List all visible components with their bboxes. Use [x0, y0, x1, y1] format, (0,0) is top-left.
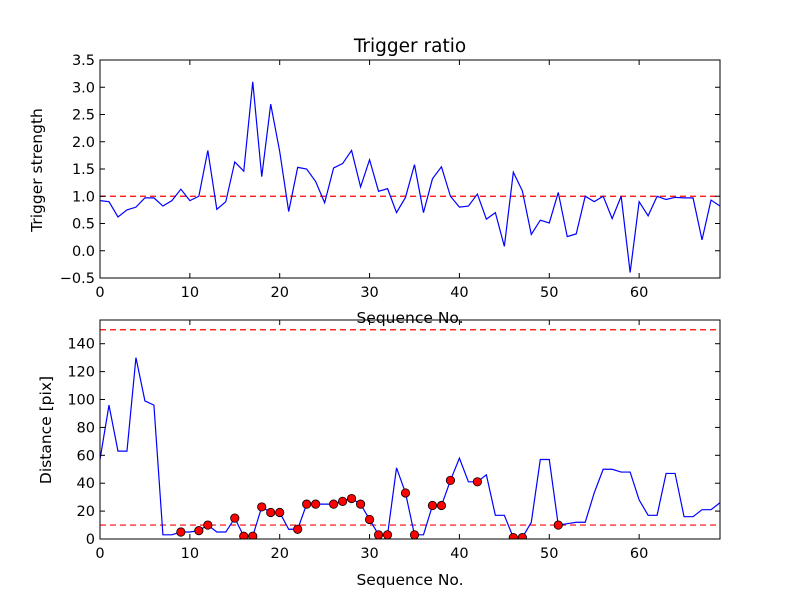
bottom-scatter-point [311, 499, 321, 509]
top-y-tick-label: 0.5 [72, 217, 95, 233]
top-x-tick-label: 30 [360, 285, 378, 301]
bottom-axes-frame [99, 319, 721, 540]
x-axis-label-top: Sequence No. [356, 309, 463, 327]
bottom-scatter-point [230, 513, 240, 523]
bottom-x-tick-label: 40 [450, 546, 468, 562]
bottom-y-tick-label: 80 [77, 420, 95, 436]
top-y-tick-label: 2.0 [72, 135, 95, 151]
bottom-scatter-point [194, 526, 204, 536]
bottom-scatter-point [239, 531, 249, 539]
top-y-tick-label: 1.5 [72, 162, 95, 178]
top-series-line [100, 81, 720, 273]
trigger-ratio-chart: Trigger ratio 0 10 20 30 40 50 60 −0.5 0.0 0.5 1.0… [28, 36, 721, 327]
bottom-scatter-point [400, 488, 411, 498]
x-axis-label-bottom: Sequence No. [356, 571, 463, 589]
top-x-tick-label: 20 [270, 285, 288, 301]
bottom-scatter-point [275, 507, 285, 518]
bottom-x-tick-label: 50 [540, 546, 558, 562]
bottom-scatter-point [553, 520, 563, 530]
bottom-scatter-point [436, 500, 447, 511]
top-y-tick-label: 0.0 [72, 244, 95, 260]
bottom-scatter-point [338, 496, 348, 506]
bottom-y-tick-label: 0 [86, 532, 95, 548]
top-y-tick-label: 1.0 [72, 189, 95, 205]
y-axis-label-top: Trigger strength [28, 108, 46, 233]
top-y-tick-label: 2.5 [72, 108, 95, 124]
bottom-scatter-point [517, 533, 527, 539]
top-x-tick-label: 0 [95, 285, 104, 301]
bottom-scatter-point [248, 531, 258, 539]
bottom-y-tick-label: 20 [77, 504, 95, 520]
top-x-tick-label: 50 [540, 285, 558, 301]
top-plot-area [100, 81, 720, 273]
top-y-tick-label: −0.5 [60, 271, 95, 287]
bottom-scatter-point [382, 530, 393, 539]
bottom-scatter-point [472, 477, 482, 487]
bottom-plot-area [100, 329, 720, 539]
chart-title: Trigger ratio [353, 36, 466, 57]
bottom-x-tick-label: 0 [95, 546, 104, 562]
bottom-y-tick-label: 120 [67, 365, 95, 381]
bottom-y-tick-label: 40 [77, 476, 95, 492]
bottom-scatter-point [409, 530, 420, 539]
bottom-scatter-point [364, 514, 375, 525]
bottom-scatter-point [445, 475, 456, 486]
bottom-scatter-point [203, 520, 213, 530]
bottom-scatter-point [373, 530, 384, 539]
y-axis-label-bottom: Distance [pix] [37, 376, 55, 484]
bottom-series-line [100, 357, 720, 539]
bottom-y-tick-label: 100 [67, 393, 95, 409]
top-y-tick-label: 3.5 [72, 53, 95, 69]
bottom-scatter-point [355, 499, 366, 509]
bottom-scatter-point [266, 507, 276, 518]
bottom-scatter-point [176, 527, 186, 537]
top-x-tick-label: 10 [181, 285, 199, 301]
bottom-x-tick-label: 10 [181, 546, 199, 562]
bottom-y-tick-label: 140 [67, 337, 95, 353]
bottom-x-tick-label: 60 [630, 546, 648, 562]
bottom-scatter-point [257, 502, 267, 512]
bottom-scatter-point [346, 493, 357, 504]
bottom-scatter-point [329, 499, 339, 509]
top-y-tick-label: 3.0 [72, 80, 95, 96]
top-x-tick-label: 60 [630, 285, 648, 301]
bottom-x-tick-label: 20 [270, 546, 288, 562]
bottom-scatter-point [508, 533, 518, 539]
bottom-y-tick-label: 60 [77, 448, 95, 464]
bottom-scatter-point [427, 500, 438, 511]
bottom-x-tick-label: 30 [360, 546, 378, 562]
top-x-tick-label: 40 [450, 285, 468, 301]
bottom-scatter-point [293, 524, 303, 534]
distance-chart: 0 10 20 30 40 50 60 0 20 40 60 80 100 120 140 Sequence… [37, 319, 721, 589]
bottom-scatter-point [302, 499, 312, 509]
